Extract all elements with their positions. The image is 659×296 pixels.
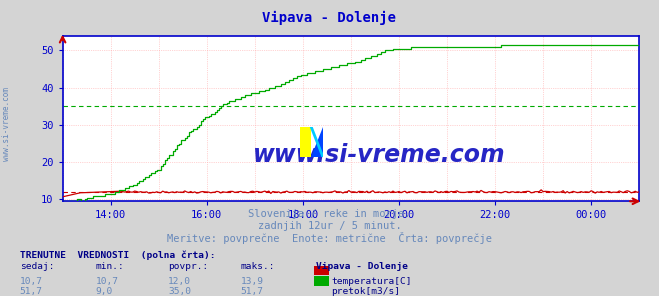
- Text: 35,0: 35,0: [168, 287, 191, 296]
- Text: 10,7: 10,7: [96, 277, 119, 286]
- Text: 51,7: 51,7: [241, 287, 264, 296]
- Text: Slovenija / reke in morje.: Slovenija / reke in morje.: [248, 209, 411, 219]
- Text: pretok[m3/s]: pretok[m3/s]: [331, 287, 401, 296]
- Text: 13,9: 13,9: [241, 277, 264, 286]
- Text: Meritve: povprečne  Enote: metrične  Črta: povprečje: Meritve: povprečne Enote: metrične Črta:…: [167, 232, 492, 244]
- Text: povpr.:: povpr.:: [168, 262, 208, 271]
- Text: zadnjih 12ur / 5 minut.: zadnjih 12ur / 5 minut.: [258, 221, 401, 231]
- Polygon shape: [312, 127, 323, 157]
- Text: www.si-vreme.com: www.si-vreme.com: [254, 143, 506, 167]
- Polygon shape: [300, 127, 312, 157]
- Text: 51,7: 51,7: [20, 287, 43, 296]
- Text: temperatura[C]: temperatura[C]: [331, 277, 412, 286]
- Text: Vipava - Dolenje: Vipava - Dolenje: [262, 10, 397, 25]
- Text: min.:: min.:: [96, 262, 125, 271]
- Text: Vipava - Dolenje: Vipava - Dolenje: [316, 262, 409, 271]
- Text: TRENUTNE  VREDNOSTI  (polna črta):: TRENUTNE VREDNOSTI (polna črta):: [20, 250, 215, 260]
- Text: 9,0: 9,0: [96, 287, 113, 296]
- Text: 12,0: 12,0: [168, 277, 191, 286]
- Text: maks.:: maks.:: [241, 262, 275, 271]
- Text: 10,7: 10,7: [20, 277, 43, 286]
- Text: sedaj:: sedaj:: [20, 262, 54, 271]
- Text: www.si-vreme.com: www.si-vreme.com: [2, 87, 11, 161]
